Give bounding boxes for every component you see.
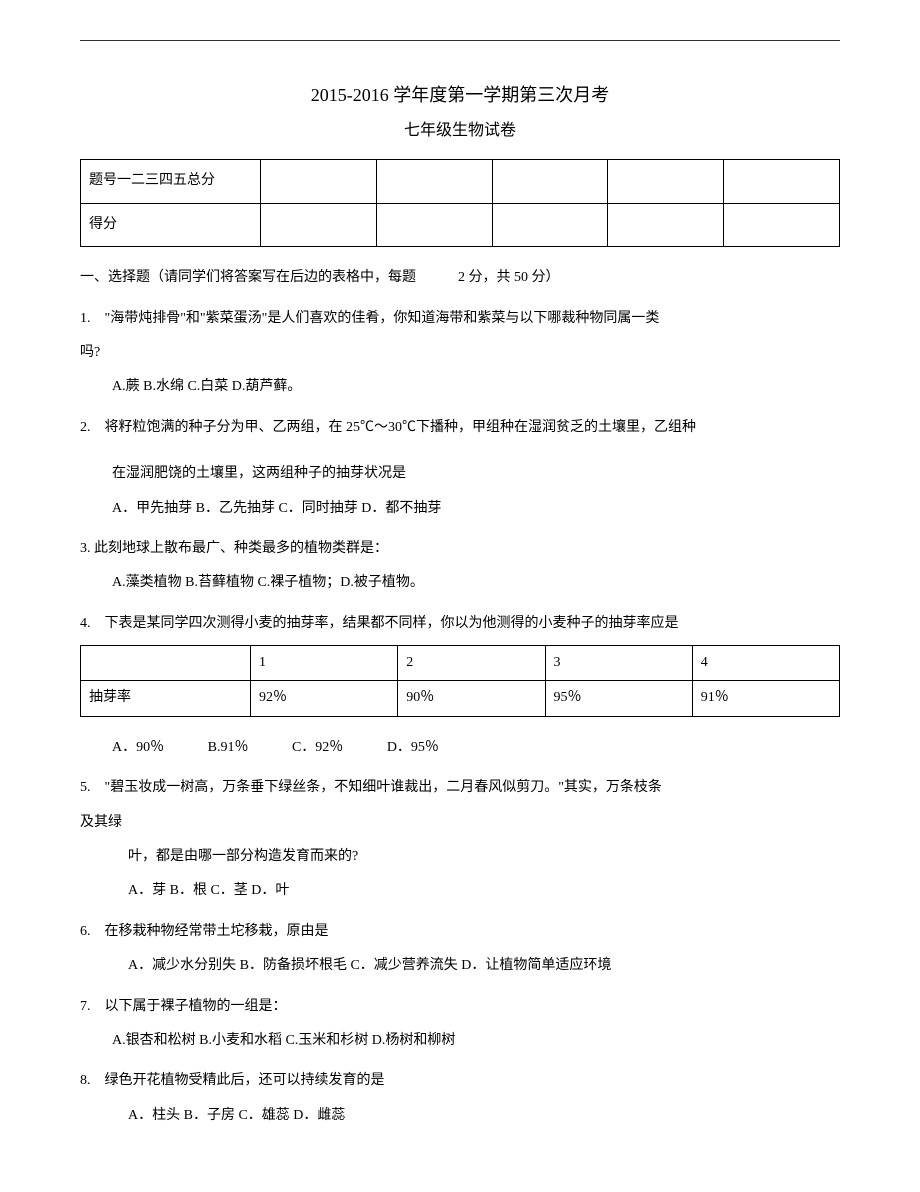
- question-2-cont: 在湿润肥饶的土壤里，这两组种子的抽芽状况是: [80, 463, 840, 485]
- opt-c: C．92％: [292, 737, 343, 759]
- cell: 3: [545, 646, 692, 681]
- cell: 2: [398, 646, 545, 681]
- divider: [80, 40, 840, 41]
- page-subtitle: 七年级生物试卷: [80, 118, 840, 144]
- question-4: 4. 下表是某同学四次测得小麦的抽芽率，结果都不同样，你以为他测得的小麦种子的抽…: [80, 613, 840, 635]
- cell: [724, 203, 840, 246]
- question-5-cont: 叶，都是由哪一部分构造发育而来的?: [80, 846, 840, 868]
- cell: 1: [251, 646, 398, 681]
- cell: [261, 160, 377, 203]
- cell: 90％: [398, 681, 545, 716]
- question-3: 3. 此刻地球上散布最广、种类最多的植物类群是：: [80, 538, 840, 560]
- q4-data-table: 1 2 3 4 抽芽率 92％ 90％ 95％ 91％: [80, 645, 840, 717]
- cell: [492, 203, 608, 246]
- question-2-options: A．甲先抽芽 B．乙先抽芽 C．同时抽芽 D．都不抽芽: [80, 498, 840, 520]
- question-7-options: A.银杏和松树 B.小麦和水稻 C.玉米和杉树 D.杨树和柳树: [80, 1030, 840, 1052]
- opt-d: D．95％: [387, 737, 439, 759]
- cell: [608, 160, 724, 203]
- table-row: 题号一二三四五总分: [81, 160, 840, 203]
- cell: [724, 160, 840, 203]
- question-5-options: A．芽 B．根 C．茎 D．叶: [80, 880, 840, 902]
- question-8: 8. 绿色开花植物受精此后，还可以持续发育的是: [80, 1070, 840, 1092]
- table-row: 得分: [81, 203, 840, 246]
- question-3-options: A.藻类植物 B.苔藓植物 C.裸子植物；D.被子植物。: [80, 572, 840, 594]
- cell: 题号一二三四五总分: [81, 160, 261, 203]
- question-6: 6. 在移栽种物经常带土坨移栽，原由是: [80, 921, 840, 943]
- section-header: 一、选择题（请同学们将答案写在后边的表格中，每题 2 分，共 50 分）: [80, 267, 840, 289]
- cell: [261, 203, 377, 246]
- question-5-line2: 及其绿: [80, 812, 840, 834]
- cell: 91％: [692, 681, 839, 716]
- cell: [376, 160, 492, 203]
- question-8-options: A．柱头 B．子房 C．雄蕊 D．雌蕊: [80, 1105, 840, 1127]
- cell: 得分: [81, 203, 261, 246]
- question-6-options: A．减少水分别失 B．防备损坏根毛 C．减少营养流失 D．让植物简单适应环境: [80, 955, 840, 977]
- question-4-options: A．90％ B.91％ C．92％ D．95％: [80, 737, 840, 759]
- question-1-suffix: 吗?: [80, 342, 840, 364]
- cell: [376, 203, 492, 246]
- page-title: 2015-2016 学年度第一学期第三次月考: [80, 81, 840, 110]
- question-5: 5. "碧玉妆成一树高，万条垂下绿丝条，不知细叶谁裁出，二月春风似剪刀。"其实，…: [80, 777, 840, 799]
- table-row: 1 2 3 4: [81, 646, 840, 681]
- cell: [492, 160, 608, 203]
- opt-a: A．90％: [112, 737, 164, 759]
- score-table: 题号一二三四五总分 得分: [80, 159, 840, 247]
- opt-b: B.91％: [208, 737, 249, 759]
- question-7: 7. 以下属于裸子植物的一组是：: [80, 996, 840, 1018]
- cell: 95％: [545, 681, 692, 716]
- table-row: 抽芽率 92％ 90％ 95％ 91％: [81, 681, 840, 716]
- cell: [81, 646, 251, 681]
- cell: [608, 203, 724, 246]
- cell: 92％: [251, 681, 398, 716]
- question-1-options: A.蕨 B.水绵 C.白菜 D.葫芦藓。: [80, 376, 840, 398]
- cell: 抽芽率: [81, 681, 251, 716]
- cell: 4: [692, 646, 839, 681]
- question-2: 2. 将籽粒饱满的种子分为甲、乙两组，在 25℃～30℃下播种，甲组种在湿润贫乏…: [80, 417, 840, 439]
- question-1: 1. "海带炖排骨"和"紫菜蛋汤"是人们喜欢的佳肴，你知道海带和紫菜与以下哪裁种…: [80, 308, 840, 330]
